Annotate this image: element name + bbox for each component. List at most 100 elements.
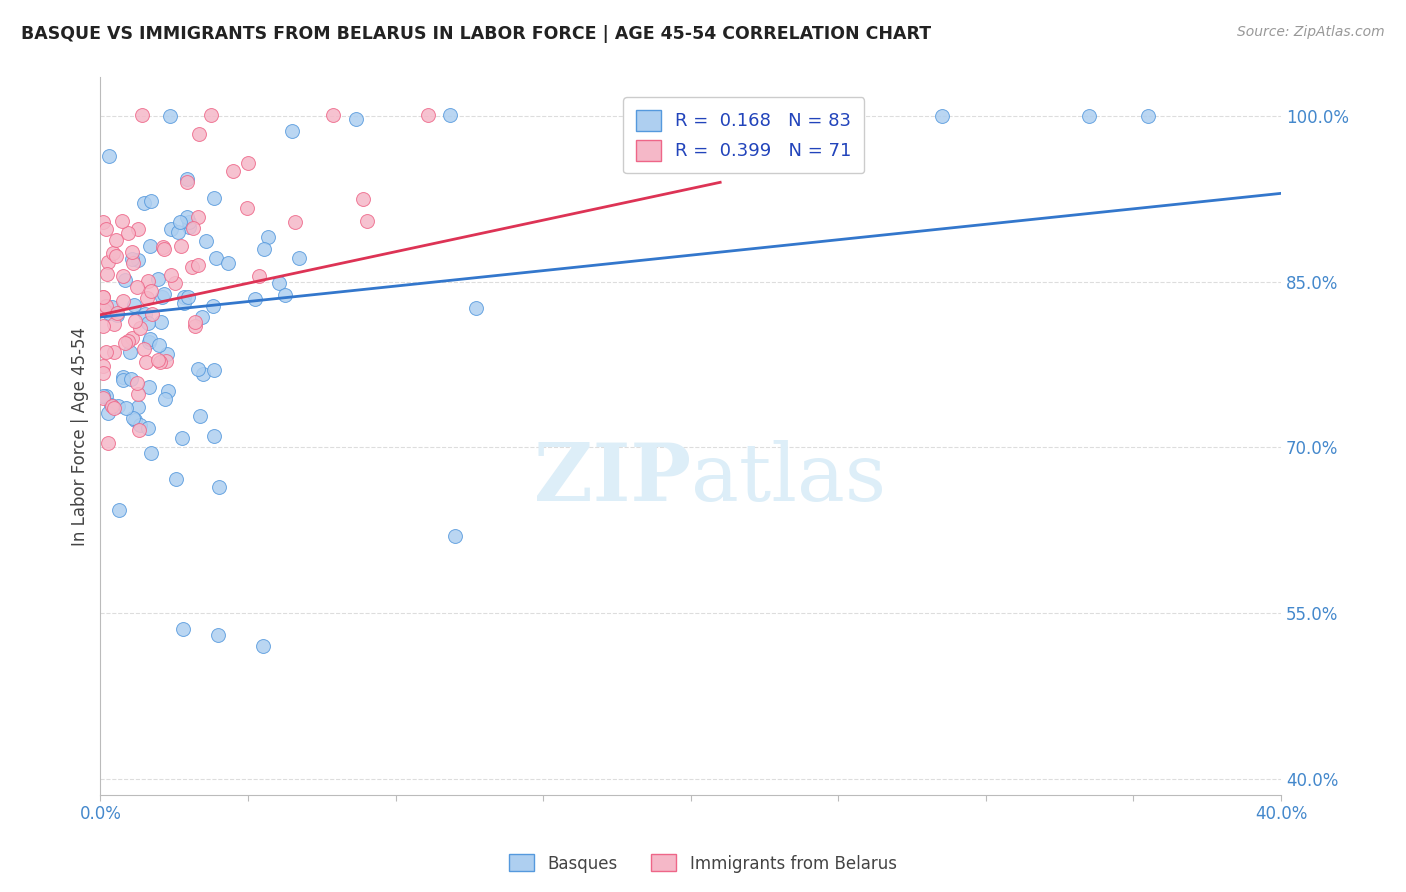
Point <box>160 221 183 235</box>
Point <box>187 210 209 224</box>
Point <box>187 362 209 376</box>
Point <box>105 306 128 320</box>
Point <box>132 342 155 356</box>
Point <box>105 249 128 263</box>
Point <box>177 290 200 304</box>
Point <box>110 213 132 227</box>
Point <box>274 288 297 302</box>
Point <box>156 384 179 398</box>
Y-axis label: In Labor Force | Age 45-54: In Labor Force | Age 45-54 <box>72 326 89 546</box>
Point <box>127 387 149 401</box>
Point <box>238 155 260 169</box>
Point <box>148 337 170 351</box>
Point <box>121 252 143 266</box>
Point <box>281 124 304 138</box>
Text: Source: ZipAtlas.com: Source: ZipAtlas.com <box>1237 25 1385 39</box>
Point <box>129 417 152 432</box>
Point <box>176 172 198 186</box>
Point <box>91 389 114 403</box>
Point <box>152 286 174 301</box>
Point <box>207 628 229 642</box>
Point <box>127 222 149 236</box>
Point <box>202 363 225 377</box>
Point <box>439 108 461 122</box>
Point <box>127 280 149 294</box>
Point <box>173 290 195 304</box>
Point <box>135 355 157 369</box>
Point <box>149 315 172 329</box>
Point <box>201 299 224 313</box>
Legend: R =  0.168   N = 83, R =  0.399   N = 71: R = 0.168 N = 83, R = 0.399 N = 71 <box>623 97 865 173</box>
Point <box>111 293 134 308</box>
Point <box>117 226 139 240</box>
Point <box>344 112 367 126</box>
Point <box>931 109 953 123</box>
Point <box>136 273 159 287</box>
Point <box>202 429 225 443</box>
Point <box>322 108 344 122</box>
Point <box>135 291 157 305</box>
Point <box>107 308 129 322</box>
Point <box>200 108 222 122</box>
Point <box>176 210 198 224</box>
Point <box>138 380 160 394</box>
Point <box>136 316 159 330</box>
Point <box>117 334 139 348</box>
Point <box>94 299 117 313</box>
Point <box>96 267 118 281</box>
Point <box>128 423 150 437</box>
Point <box>122 411 145 425</box>
Point <box>138 334 160 349</box>
Point <box>127 400 149 414</box>
Point <box>187 258 209 272</box>
Point <box>172 623 194 637</box>
Point <box>134 195 156 210</box>
Point <box>267 276 290 290</box>
Point <box>187 127 209 141</box>
Point <box>103 401 125 415</box>
Point <box>97 406 120 420</box>
Point <box>205 251 228 265</box>
Point <box>159 109 181 123</box>
Point <box>93 303 115 318</box>
Point <box>1137 109 1160 123</box>
Point <box>155 353 177 368</box>
Point <box>160 268 183 283</box>
Point <box>176 174 198 188</box>
Point <box>91 290 114 304</box>
Point <box>108 502 131 516</box>
Point <box>443 528 465 542</box>
Point <box>169 215 191 229</box>
Point <box>101 246 124 260</box>
Point <box>191 367 214 381</box>
Point <box>114 272 136 286</box>
Point <box>141 307 163 321</box>
Point <box>112 268 135 283</box>
Point <box>120 345 142 359</box>
Point <box>181 221 204 235</box>
Point <box>115 401 138 415</box>
Point <box>96 222 118 236</box>
Point <box>121 244 143 259</box>
Point <box>91 319 114 334</box>
Point <box>156 347 179 361</box>
Point <box>252 639 274 653</box>
Point <box>148 353 170 368</box>
Point <box>236 201 259 215</box>
Point <box>179 220 201 235</box>
Point <box>101 399 124 413</box>
Point <box>245 292 267 306</box>
Point <box>155 392 177 407</box>
Point <box>100 300 122 314</box>
Point <box>253 242 276 256</box>
Point <box>91 359 114 373</box>
Point <box>112 369 135 384</box>
Point <box>97 255 120 269</box>
Point <box>128 320 150 334</box>
Text: atlas: atlas <box>690 441 886 518</box>
Point <box>131 108 153 122</box>
Point <box>222 164 245 178</box>
Point <box>204 191 226 205</box>
Point <box>127 253 149 268</box>
Point <box>217 256 239 270</box>
